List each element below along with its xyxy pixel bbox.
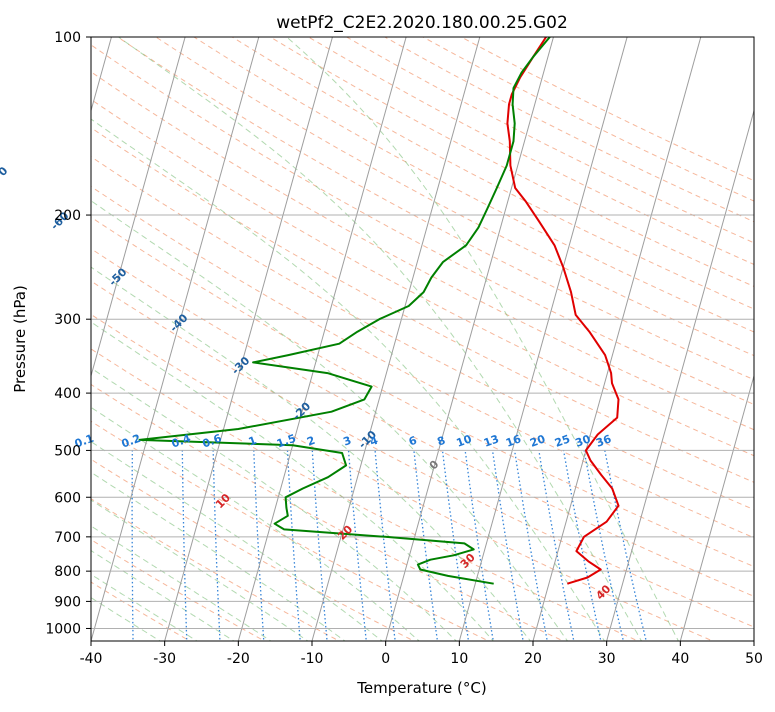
- mixing-ratio-label: 36: [594, 432, 613, 450]
- mixing-ratio-label: 6: [407, 434, 419, 449]
- dry-adiabat: [116, 37, 754, 381]
- x-axis-label: Temperature (°C): [356, 679, 486, 697]
- mixing-ratio-label: 0.1: [73, 432, 96, 451]
- isotherm-line: [679, 373, 754, 641]
- mixing-ratio-label: 2: [305, 434, 317, 449]
- chart-title: wetPf2_C2E2.2020.180.00.25.G02: [276, 13, 568, 33]
- isotherm-line: [606, 108, 754, 641]
- dry-adiabat: [91, 216, 754, 568]
- x-tick-label: 20: [524, 651, 542, 667]
- temperature-profile-line: [506, 37, 620, 585]
- mixing-ratio-label: 0.6: [201, 432, 224, 451]
- isotherm-line: [237, 37, 407, 641]
- dry-adiabat: [91, 383, 565, 641]
- y-tick-label: 400: [54, 386, 81, 402]
- mixing-ratio-line: [514, 450, 548, 641]
- x-tick-label: -30: [153, 651, 176, 667]
- mixing-ratio-label: 13: [482, 432, 501, 449]
- mixing-ratio-line: [583, 450, 625, 641]
- y-tick-label: 900: [54, 594, 81, 610]
- x-tick-label: -40: [80, 651, 103, 667]
- x-tick-label: 0: [381, 651, 390, 667]
- x-tick-label: 10: [450, 651, 468, 667]
- mixing-ratio-label: 8: [435, 434, 447, 449]
- y-tick-label: 800: [54, 564, 81, 580]
- x-tick-label: 30: [598, 651, 616, 667]
- mixing-ratio-label: 10: [455, 432, 474, 450]
- plot-frame: [90, 36, 755, 642]
- moist-adiabat: [286, 37, 679, 641]
- dry-adiabat: [91, 248, 754, 597]
- mixing-ratio-line: [538, 450, 575, 641]
- mixing-ratio-line: [212, 450, 221, 641]
- mixing-ratio-label: 1.5: [275, 432, 298, 451]
- dry-adiabat: [91, 420, 490, 641]
- y-tick-label: 300: [54, 312, 81, 328]
- moist-adiabat: [91, 321, 495, 641]
- x-tick-label: 40: [671, 651, 689, 667]
- y-tick-label: 500: [54, 443, 81, 459]
- mixing-ratio-label: 30: [573, 432, 592, 450]
- moist-adiabat: [118, 37, 643, 641]
- moist-adiabat: [91, 441, 383, 641]
- series-layer: [138, 37, 620, 585]
- y-tick-label: 100: [54, 30, 81, 46]
- dewpoint-profile-line: [138, 37, 551, 585]
- mixing-ratio-line: [181, 450, 188, 641]
- x-tick-label: 50: [745, 651, 763, 667]
- dry-adiabat: [91, 156, 754, 511]
- isotherm-line: [164, 37, 333, 641]
- y-axis-label: Pressure (hPa): [11, 285, 29, 393]
- mixing-ratio-label: 0.2: [120, 432, 143, 451]
- isotherm-line: [91, 37, 260, 641]
- mixing-ratio-label: 3: [341, 434, 353, 449]
- mixing-ratio-label: 0.4: [170, 432, 193, 451]
- dry-adiabat: [231, 37, 754, 310]
- isotherm-line: [311, 37, 481, 641]
- y-tick-label: 1000: [45, 621, 81, 637]
- y-tick-label: 700: [54, 530, 81, 546]
- moist-adiabat: [91, 118, 606, 641]
- dry-adiabat: [91, 185, 754, 539]
- mixing-ratio-label: 16: [504, 432, 523, 450]
- isotherm-line: [458, 37, 628, 641]
- mixing-ratio-label: 4: [368, 434, 380, 449]
- mixing-ratio-label: 20: [528, 432, 547, 450]
- mixing-ratio-line: [253, 450, 265, 641]
- x-tick-label: -20: [227, 651, 250, 667]
- y-tick-label: 600: [54, 490, 81, 506]
- mixing-ratio-label: 1: [247, 434, 259, 449]
- mixing-ratio-label: 25: [553, 432, 572, 449]
- x-tick-label: -10: [301, 651, 324, 667]
- dry-adiabat: [193, 37, 754, 333]
- isotherm-line: [532, 37, 702, 641]
- axis-layer: -40 -30 -20 -10 0 10 20 30 40 5010020030040050060…: [45, 30, 763, 667]
- y-tick-label: 200: [54, 208, 81, 224]
- isotherm-line: [91, 37, 186, 378]
- mixing-ratio-line: [491, 450, 524, 641]
- isotherm-label: -70: [0, 164, 11, 187]
- mixing-ratio-line: [562, 450, 602, 641]
- dry-adiabat: [91, 71, 754, 431]
- dry-adiabat: [91, 127, 754, 483]
